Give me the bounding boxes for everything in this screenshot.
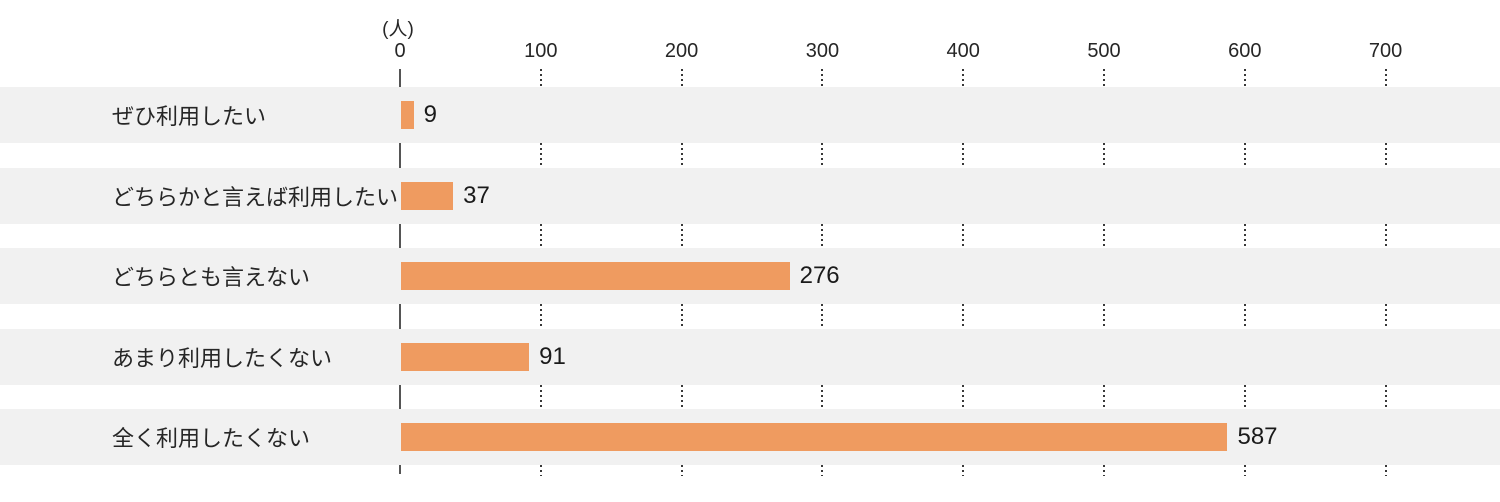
x-axis-tick-label: 300 bbox=[805, 40, 840, 62]
dotted-gridline-segment bbox=[1384, 69, 1387, 87]
dotted-gridline-segment bbox=[821, 69, 824, 87]
dotted-gridline-segment bbox=[1384, 143, 1387, 168]
dotted-gridline-segment bbox=[1384, 384, 1387, 409]
dotted-gridline-segment bbox=[962, 223, 965, 248]
dotted-gridline-segment bbox=[539, 143, 542, 168]
dotted-gridline-segment bbox=[962, 304, 965, 329]
axis-unit-label: (人) bbox=[382, 19, 414, 40]
x-axis-tick-label: 700 bbox=[1368, 40, 1403, 62]
dotted-gridline-segment bbox=[1243, 69, 1246, 87]
dotted-gridline-segment bbox=[539, 69, 542, 87]
dotted-gridline-segment bbox=[1243, 384, 1246, 409]
dotted-gridline-segment bbox=[539, 465, 542, 476]
dotted-gridline-segment bbox=[1103, 384, 1105, 409]
category-label: 全く利用したくない bbox=[112, 426, 311, 451]
value-label: 37 bbox=[463, 181, 490, 209]
dotted-gridline-segment bbox=[1243, 223, 1246, 248]
x-axis-tick-label: 400 bbox=[946, 40, 980, 62]
dotted-gridline-segment bbox=[962, 69, 965, 87]
dotted-gridline-segment bbox=[1103, 69, 1105, 87]
dotted-gridline-segment bbox=[539, 304, 542, 329]
category-label: どちらとも言えない bbox=[112, 265, 311, 290]
dotted-gridline-segment bbox=[1384, 223, 1387, 248]
dotted-gridline-segment bbox=[962, 465, 965, 476]
x-axis-tick-label: 100 bbox=[524, 40, 558, 62]
category-label: あまり利用したくない bbox=[112, 345, 333, 371]
category-label: どちらかと言えば利用したい bbox=[112, 184, 399, 210]
dotted-gridline-segment bbox=[539, 384, 542, 409]
bar bbox=[401, 423, 1228, 451]
chart-row: 全く利用したくない 587 bbox=[0, 409, 1500, 465]
chart-row: どちらかと言えば利用したい 37 bbox=[0, 167, 1500, 224]
bar bbox=[401, 342, 530, 371]
dotted-gridline-segment bbox=[1243, 143, 1246, 168]
chart-row: どちらとも言えない 276 bbox=[0, 248, 1500, 304]
dotted-gridline-segment bbox=[962, 143, 965, 168]
dotted-gridline-segment bbox=[821, 465, 824, 476]
dotted-gridline-segment bbox=[821, 223, 824, 248]
dotted-gridline-segment bbox=[1243, 465, 1246, 476]
x-axis-tick-label: 0 bbox=[394, 40, 406, 62]
x-axis-tick-label: 500 bbox=[1087, 40, 1121, 62]
dotted-gridline-segment bbox=[1384, 465, 1387, 476]
bar bbox=[401, 181, 454, 210]
dotted-gridline-segment bbox=[821, 143, 824, 168]
dotted-gridline-segment bbox=[539, 223, 542, 248]
dotted-gridline-segment bbox=[680, 223, 683, 248]
x-axis-tick-label: 200 bbox=[664, 40, 699, 62]
value-label: 9 bbox=[423, 101, 438, 128]
dotted-gridline-segment bbox=[680, 465, 683, 476]
dotted-gridline-segment bbox=[1384, 304, 1387, 329]
dotted-gridline-segment bbox=[1103, 223, 1105, 248]
dotted-gridline-segment bbox=[1103, 304, 1105, 329]
dotted-gridline-segment bbox=[1103, 465, 1105, 476]
value-label: 587 bbox=[1237, 423, 1278, 450]
dotted-gridline-segment bbox=[680, 143, 683, 168]
dotted-gridline-segment bbox=[821, 304, 824, 329]
dotted-gridline-segment bbox=[680, 304, 683, 329]
value-label: 276 bbox=[799, 262, 840, 289]
bar bbox=[401, 101, 414, 129]
dotted-gridline-segment bbox=[821, 384, 824, 409]
bar bbox=[401, 262, 790, 290]
x-axis-tick-label: 600 bbox=[1228, 40, 1262, 62]
chart-row: ぜひ利用したい 9 bbox=[0, 87, 1500, 143]
dotted-gridline-segment bbox=[680, 384, 683, 409]
dotted-gridline-segment bbox=[680, 69, 683, 87]
dotted-gridline-segment bbox=[962, 384, 965, 409]
category-label: ぜひ利用したい bbox=[112, 104, 267, 129]
dotted-gridline-segment bbox=[1243, 304, 1246, 329]
chart-row: あまり利用したくない 91 bbox=[0, 328, 1500, 385]
dotted-gridline-segment bbox=[1103, 143, 1105, 168]
value-label: 91 bbox=[539, 342, 566, 370]
